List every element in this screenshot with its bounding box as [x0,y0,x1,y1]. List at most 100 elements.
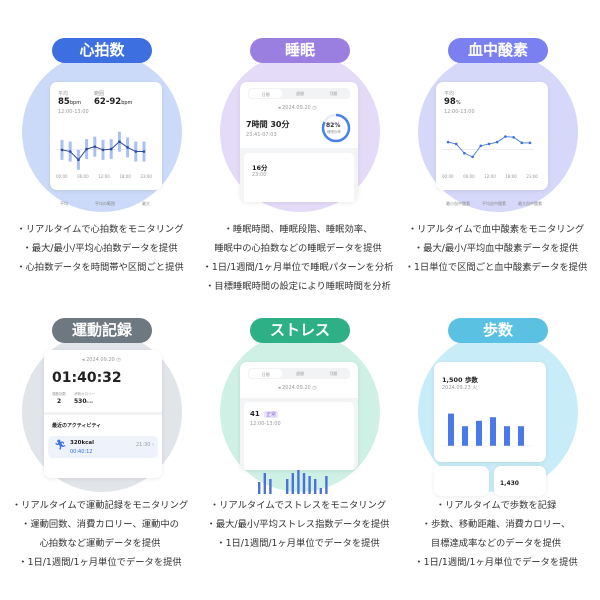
x-tick: 06:00 [463,174,475,179]
steps-subcard-left [434,466,489,496]
x-tick: 00:00 [442,174,454,179]
heart-rate-card: 平均 範囲 85bpm 62-92bpm 12:00-13:00 00:00 06… [50,82,162,190]
data-point [471,155,474,159]
heart-rate-features: ・リアルタイムで心拍数をモニタリング ・最大/最小/平均心拍数データを提供 ・心… [0,220,200,277]
data-point [528,141,532,145]
stress-bar [325,476,328,494]
steps-bar [476,420,482,446]
steps-bar [504,426,510,446]
blood-oxygen-chart [442,135,534,159]
steps-bar [448,413,454,446]
activity-kcal: 320kcal [70,440,94,446]
tab-day[interactable]: 日間 [249,89,283,98]
section-sleep: 睡眠 日間 週間 月間 ◂ 2024.09.20 ◷ 7時間 30分 23:41-0… [198,38,398,318]
date-selector[interactable]: ◂ 2024.09.20 ◷ [82,357,121,363]
section-blood-oxygen: 血中酸素 平均 98% 12:00-13:00 00:00 06:00 12:00 1… [396,38,596,318]
exercise-card: ◂ 2024.09.20 ◷ 01:40:32 運動回数 2 消費カロリー 53… [44,350,162,478]
data-point [93,145,97,148]
kcal-label: 消費カロリー [74,392,95,396]
stress-bar [291,473,294,494]
sleep-duration: 7時間 30分 [246,120,290,129]
x-tick: 18:00 [119,174,131,179]
stress-features: ・リアルタイムでストレスをモニタリング ・最大/最小/平均ストレス指数データを提… [198,496,398,553]
data-point [446,140,450,144]
feature-line: ・1日/1週間/1ヶ月単位で睡眠パターンを分析 [202,262,394,273]
feature-line: ・心拍数データを時間帯や区間ごと提供 [16,262,184,273]
feature-line: ・歩数、移動距離、消費カロリー、 [421,519,571,530]
date-selector[interactable]: ◂ 2024.09.20 ◷ [278,105,317,111]
feature-line: ・リアルタイムで心拍数をモニタリング [16,224,184,235]
data-point [454,142,458,146]
data-point [118,140,121,143]
period-tabs: 日間 週間 月間 [248,88,350,99]
data-point [504,135,507,138]
sub-value: 16分 [252,164,268,172]
feature-line: ・運動回数、消費カロリー、運動中の [21,519,179,530]
avg-value: 85bpm [58,97,82,107]
blood-oxygen-card: 平均 98% 12:00-13:00 00:00 06:00 12:00 18:00 2… [436,82,548,190]
legend-item: 最小血中酸素 [446,201,470,206]
date-selector[interactable]: ◂ 2024.09.20 ◷ [278,385,317,391]
feature-line: ・1日/1週間/1ヶ月単位でデータを提供 [216,538,380,549]
time-range: 12:00-13:00 [250,421,281,427]
data-point [109,147,113,151]
efficiency-label: 睡眠効率 [327,130,341,134]
data-point [85,147,88,151]
tab-week[interactable]: 週間 [295,371,304,376]
feature-line: 目標達成率などのデータを提供 [430,538,562,549]
sleep-detail-panel: 16分 23:00 [240,148,358,202]
feature-line: 心拍数など運動データを提供 [39,538,161,549]
range-value: 62-92bpm [94,97,133,107]
blood-oxygen-features: ・リアルタイムで血中酸素をモニタリング ・最大/最小/平均血中酸素データを提供 … [396,220,596,277]
section-heart-rate: 心拍数 平均 範囲 85bpm 62-92bpm 12:00-13:00 00:… [0,38,200,318]
stress-bar [314,479,317,494]
sleep-range: 23:41-07:03 [246,132,277,138]
feature-line: ・1日/1週間/1ヶ月単位でデータを提供 [414,557,578,568]
stress-bar [286,479,289,494]
steps-features: ・リアルタイムで歩数を記録 ・歩数、移動距離、消費カロリー、 目標達成率などのデ… [396,496,596,572]
tab-month[interactable]: 月間 [329,371,338,376]
running-icon: 🏃︎ [54,440,67,451]
x-tick: 12:00 [484,174,496,179]
spo2-value: 98% [444,97,461,107]
time-range: 12:00-13:00 [444,109,475,115]
legend-item: 平均 [60,201,68,206]
tab-day[interactable]: 日間 [249,369,283,378]
stress-bar [263,473,266,494]
legend-item: 平均血中酸素 [482,201,506,206]
feature-line: ・リアルタイムでストレスをモニタリング [209,500,387,511]
steps-chart [442,413,532,447]
activity-item[interactable]: 🏃︎ 320kcal 00:40:12 21:30 › [48,436,158,458]
sub-value: 1,430 [500,480,519,487]
series-line [447,136,530,158]
tab-week[interactable]: 週間 [295,91,304,96]
blood-oxygen-title: 血中酸素 [448,38,548,63]
tab-month[interactable]: 月間 [329,91,338,96]
range-label: 範囲 [94,91,105,97]
activity-clock: 21:30 › [136,442,155,448]
x-tick: 23:00 [140,174,152,179]
data-point [68,150,72,153]
data-point [134,150,138,153]
count-value: 2 [57,398,62,405]
feature-line: 睡眠中の心拍数などの睡眠データを提供 [214,243,382,254]
feature-line: ・睡眠時間、睡眠段階、睡眠効率、 [223,224,373,235]
exercise-features: ・リアルタイムで運動記録をモニタリング ・運動回数、消費カロリー、運動中の 心拍… [0,496,200,572]
legend-item: 最大血中酸素 [518,201,542,206]
recent-activity-heading: 最近のアクティビティ [52,423,102,429]
stress-bar [297,470,300,494]
exercise-title: 運動記録 [52,318,152,343]
x-tick: 23:00 [526,174,538,179]
sleep-features: ・睡眠時間、睡眠段階、睡眠効率、 睡眠中の心拍数などの睡眠データを提供 ・1日/… [198,220,398,296]
steps-value: 1,500 歩数 [442,376,478,384]
stress-card: 日間 週間 月間 ◂ 2024.09.20 ◷ 41 正常 12:00-13:00 [240,362,358,470]
count-label: 運動回数 [52,392,66,396]
feature-line: ・最大/最小/平均ストレス指数データを提供 [206,519,390,530]
stress-bar [269,479,272,494]
sleep-title: 睡眠 [250,38,350,63]
feature-line: ・リアルタイムで歩数を記録 [435,500,557,511]
stress-bar [308,476,311,494]
data-point [142,150,146,153]
activity-time: 00:40:12 [70,449,93,455]
status-badge: 正常 [264,411,279,418]
